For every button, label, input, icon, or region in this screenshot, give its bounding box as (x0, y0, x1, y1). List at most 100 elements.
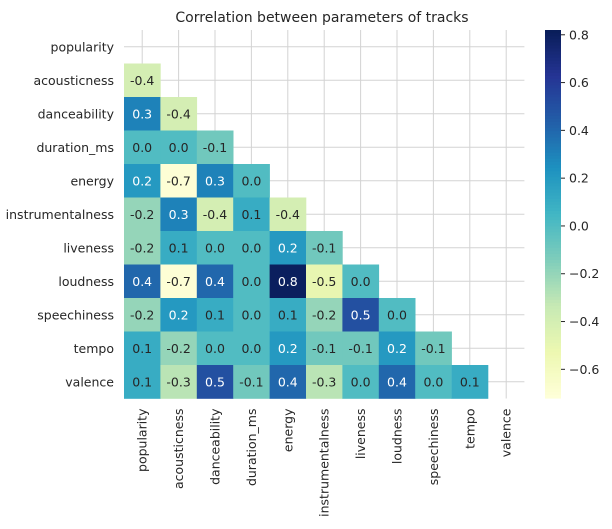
cell-value-label: -0.1 (421, 341, 445, 356)
colorbar-segment (545, 235, 561, 240)
cell-value-label: 0.4 (205, 274, 225, 289)
heatmap-cell (306, 365, 343, 399)
colorbar-segment (545, 336, 561, 341)
colorbar-segment (545, 223, 561, 227)
cell-value-label: -0.2 (130, 240, 154, 255)
cell-value-label: 0.1 (205, 307, 225, 322)
heatmap-cell (233, 164, 270, 198)
colorbar-segment (545, 115, 561, 120)
cell-value-label: 0.0 (241, 173, 261, 188)
colorbar-segment (545, 260, 561, 264)
colorbar-segment (545, 82, 561, 86)
colorbar-segment (545, 146, 561, 151)
y-tick-label: energy (70, 173, 114, 188)
colorbar-segment (545, 272, 561, 276)
heatmap-cell (233, 365, 270, 399)
colorbar-segment (545, 137, 561, 141)
colorbar-tick-label: 0.0 (569, 218, 589, 233)
colorbar-segment (545, 321, 561, 325)
cell-value-label: 0.0 (205, 240, 225, 255)
colorbar-segment (545, 103, 561, 108)
heatmap-cell (124, 331, 161, 366)
colorbar-segment (545, 247, 561, 252)
colorbar-segment (545, 51, 561, 56)
cell-value-label: -0.2 (130, 207, 154, 222)
colorbar-segment (545, 394, 561, 399)
heatmap-cell (196, 264, 234, 299)
colorbar-segment (545, 168, 561, 172)
heatmap-cell (160, 331, 198, 366)
heatmap-cell (306, 331, 343, 366)
cell-value-label: 0.2 (278, 341, 298, 356)
colorbar-segment (545, 171, 561, 175)
colorbar-segment (545, 210, 561, 215)
colorbar-segment (545, 204, 561, 209)
colorbar-segment (545, 226, 561, 230)
colorbar-segment (545, 333, 561, 338)
colorbar-segment (545, 352, 561, 356)
heatmap-cell (124, 97, 161, 131)
heatmap-cell (269, 197, 307, 232)
colorbar-segment (545, 339, 561, 344)
cell-value-label: 0.3 (169, 207, 189, 222)
colorbar-segment (545, 122, 561, 126)
heatmap-cell (124, 231, 161, 265)
cell-value-label: 0.5 (205, 374, 225, 389)
colorbar-segment (545, 106, 561, 111)
colorbar-segment (545, 370, 561, 375)
heatmap-cell (415, 365, 452, 399)
cell-value-label: 0.0 (241, 240, 261, 255)
cell-value-label: 0.2 (278, 240, 298, 255)
colorbar-segment (545, 327, 561, 332)
heatmap-cell (124, 264, 161, 299)
colorbar-segment (545, 125, 561, 129)
colorbar-segment (545, 192, 561, 197)
colorbar-segment (545, 140, 561, 145)
heatmap-cell (160, 164, 198, 198)
cell-value-label: 0.4 (387, 374, 407, 389)
cell-value-label: 0.1 (132, 341, 152, 356)
chart-title: Correlation between parameters of tracks (175, 10, 468, 26)
colorbar-segment (545, 79, 561, 83)
colorbar-tick-label: −0.4 (569, 314, 599, 329)
cell-value-label: -0.2 (130, 307, 154, 322)
colorbar: 0.8 0.6 0.4 0.2 0.0 −0.2 −0.4 −0.6 (545, 27, 599, 399)
x-tick-label: liveness (353, 409, 368, 460)
heatmap-cell (196, 197, 234, 232)
cell-value-label: 0.1 (278, 307, 298, 322)
heatmap-cell (196, 331, 234, 366)
cell-value-label: -0.4 (130, 73, 154, 88)
colorbar-segment (545, 164, 561, 169)
y-tick-label: loudness (58, 274, 114, 289)
colorbar-segment (545, 382, 561, 387)
colorbar-segment (545, 293, 561, 298)
colorbar-segment (545, 342, 561, 347)
colorbar-segment (545, 278, 561, 283)
heatmap-cell (233, 264, 270, 299)
colorbar-segment (545, 143, 561, 148)
x-tick-label: loudness (390, 409, 405, 465)
colorbar-segment (545, 358, 561, 362)
x-tick-label: acousticness (171, 409, 186, 490)
cell-value-label: 0.2 (132, 173, 152, 188)
heatmap-cell (269, 331, 307, 366)
heatmap-cell (124, 63, 161, 98)
cell-value-label: 0.0 (241, 341, 261, 356)
colorbar-segment (545, 60, 561, 65)
x-tick-label: tempo (462, 409, 477, 449)
y-tick-label: popularity (51, 39, 115, 54)
colorbar-segment (545, 207, 561, 212)
colorbar-segment (545, 134, 561, 138)
colorbar-segment (545, 330, 561, 335)
colorbar-segment (545, 281, 561, 286)
colorbar-segment (545, 48, 561, 53)
colorbar-segment (545, 391, 561, 396)
heatmap-cell (451, 365, 489, 399)
cell-value-label: -0.3 (312, 374, 336, 389)
x-tick-label: speechiness (426, 409, 441, 486)
cell-value-label: 0.0 (351, 374, 371, 389)
heatmap-cell (160, 97, 198, 131)
x-tick-label: duration_ms (244, 409, 259, 487)
heatmap-cell (306, 231, 343, 265)
